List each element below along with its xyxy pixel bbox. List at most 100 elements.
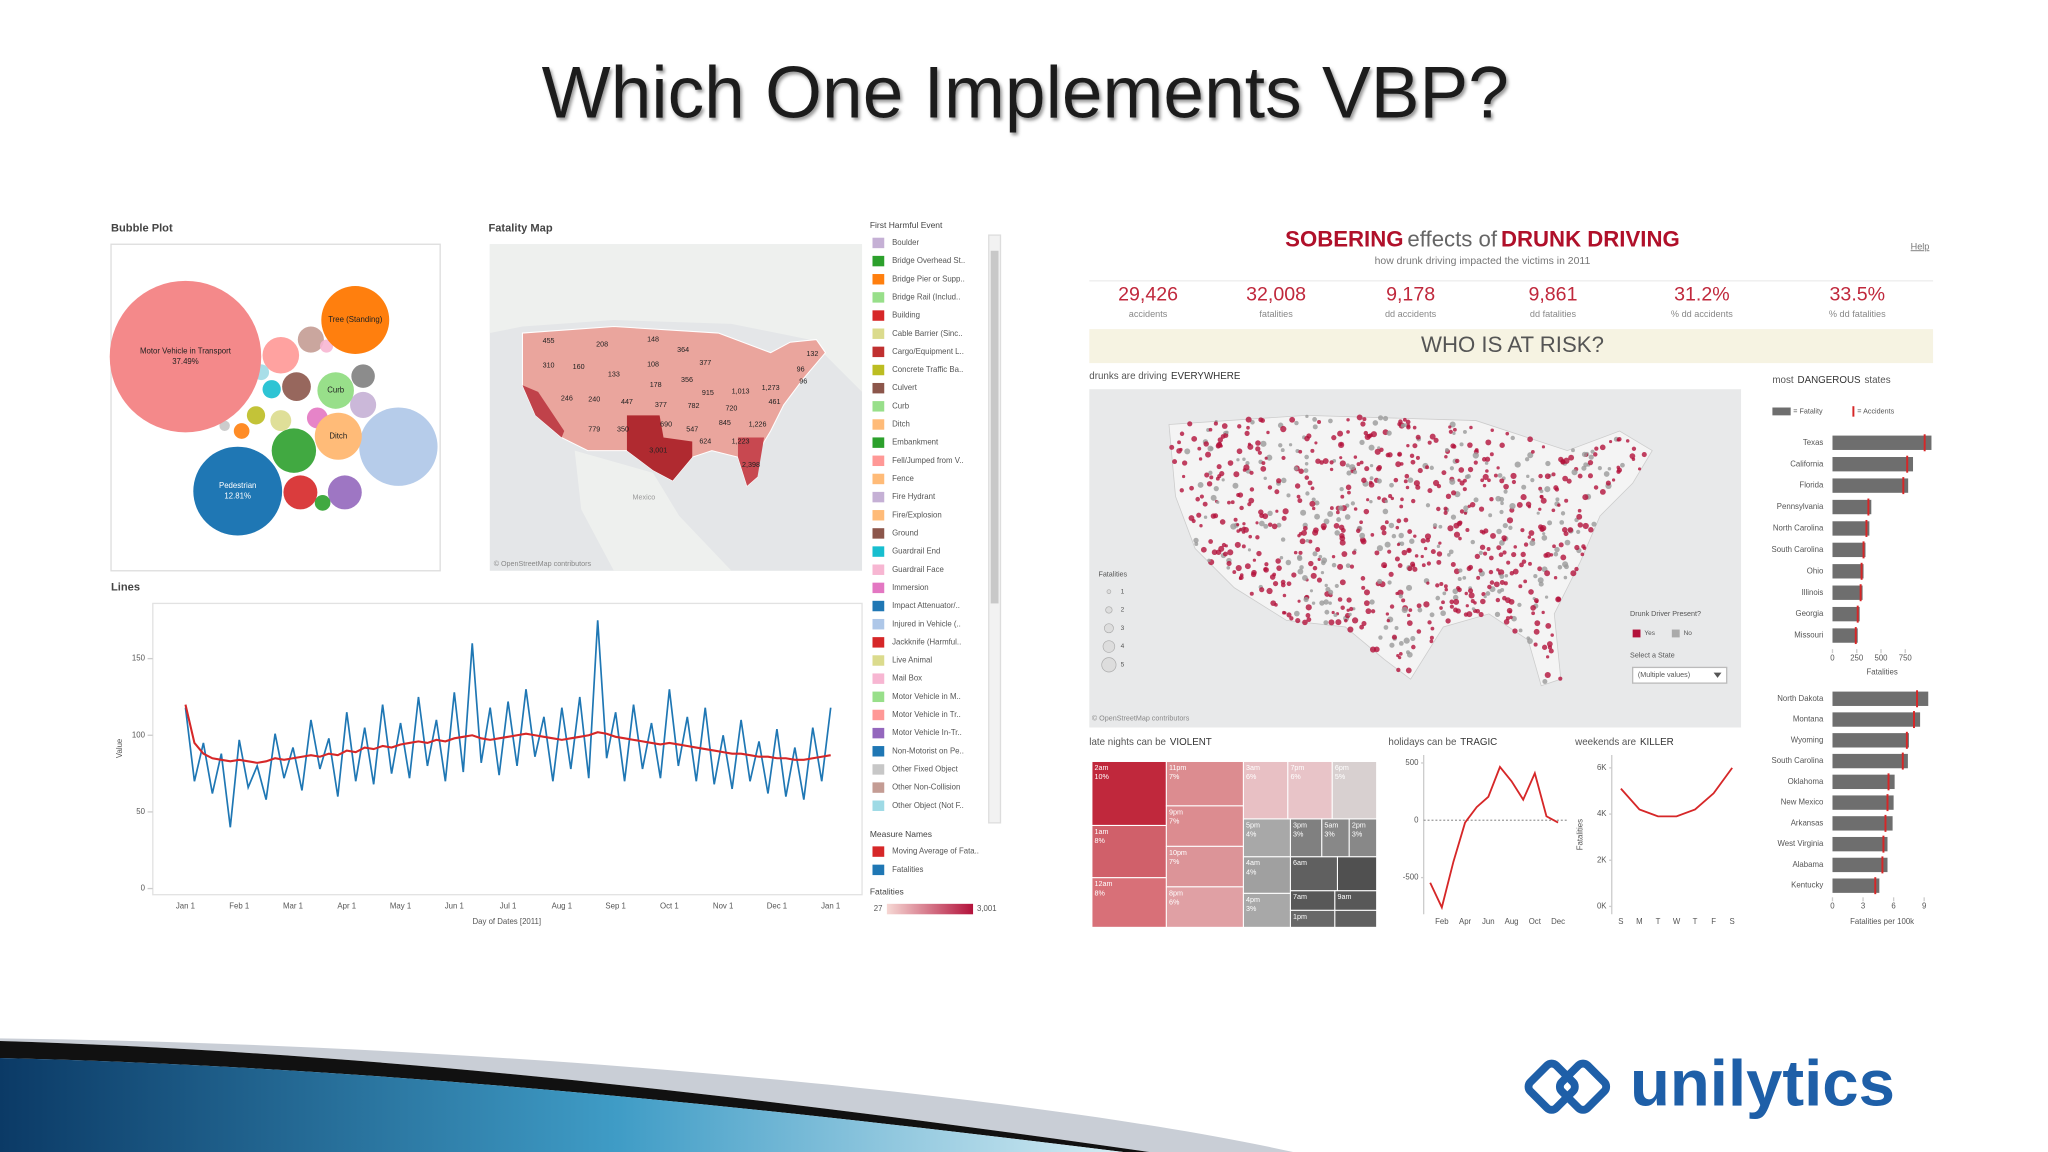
crash-dot xyxy=(1387,580,1392,585)
bar-label: West Virginia xyxy=(1778,839,1824,848)
crash-dot xyxy=(1597,466,1602,471)
crash-dot xyxy=(1378,635,1383,640)
filter-dropdown[interactable] xyxy=(1631,666,1728,684)
crash-dot xyxy=(1344,514,1351,520)
crash-dot xyxy=(1223,432,1229,438)
crash-dot xyxy=(1404,473,1410,479)
legend-label: 3 xyxy=(1121,625,1125,632)
panel-title: Bubble Plot xyxy=(111,223,173,235)
crash-dot xyxy=(1318,554,1323,559)
state-label: 3,001 xyxy=(649,447,667,455)
crash-dot xyxy=(1315,458,1321,464)
filter-value[interactable]: (Multiple values) xyxy=(1638,671,1690,679)
treemap-cell xyxy=(1165,760,1244,807)
crash-dot xyxy=(1230,523,1237,530)
treemap-label: 9pm xyxy=(1169,808,1183,816)
panel-title: Fatality Map xyxy=(488,223,552,235)
crash-dot xyxy=(1296,554,1302,560)
crash-dot xyxy=(1305,613,1311,618)
legend-label: Other Object (Not F.. xyxy=(892,801,964,810)
kpi-value: 31.2% xyxy=(1674,283,1730,305)
legend-label: = Fatality xyxy=(1793,407,1823,415)
crash-dot xyxy=(1233,517,1238,522)
crash-dot xyxy=(1544,570,1551,577)
crash-dot xyxy=(1246,425,1250,430)
state-label: 96 xyxy=(799,377,807,385)
crash-dot xyxy=(1347,626,1354,633)
bubble xyxy=(233,423,250,439)
color-ramp xyxy=(886,903,974,915)
legend-label: Building xyxy=(892,311,920,320)
crash-dot xyxy=(1429,639,1434,644)
crash-dot xyxy=(1524,457,1530,462)
crash-dot xyxy=(1250,419,1255,425)
crash-dot xyxy=(1348,612,1352,616)
crash-dot xyxy=(1459,442,1464,447)
crash-dot xyxy=(1453,531,1461,538)
crash-dot xyxy=(1304,475,1310,480)
crash-dot xyxy=(1514,461,1521,468)
crash-dot xyxy=(1489,452,1494,457)
crash-dot xyxy=(1547,520,1553,526)
crash-dot xyxy=(1384,520,1389,525)
crash-dot xyxy=(1423,601,1430,608)
crash-dot xyxy=(1429,612,1435,618)
crash-dot xyxy=(1375,466,1382,472)
legend-swatch xyxy=(872,637,885,648)
crash-dot xyxy=(1499,580,1505,586)
crash-dot xyxy=(1199,524,1203,528)
swoosh-light xyxy=(0,1038,1294,1152)
crash-dot xyxy=(1356,414,1363,421)
crash-dot xyxy=(1545,622,1552,629)
y-tick-label: 6K xyxy=(1597,763,1607,772)
crash-dot xyxy=(1576,513,1583,520)
crash-dot xyxy=(1502,550,1507,555)
crash-dot xyxy=(1213,513,1219,519)
help-link[interactable]: Help xyxy=(1911,241,1930,251)
crash-dot xyxy=(1217,437,1223,443)
crash-dot xyxy=(1345,463,1350,468)
crash-dot xyxy=(1381,562,1388,569)
dashboard-title-part: effects of xyxy=(1407,226,1497,251)
crash-dot xyxy=(1417,468,1423,474)
crash-dot xyxy=(1289,616,1294,621)
crash-dot xyxy=(1195,496,1200,502)
crash-dot xyxy=(1467,466,1474,473)
crash-dot xyxy=(1502,595,1507,601)
crash-dot xyxy=(1299,565,1304,570)
crash-dot xyxy=(1369,463,1374,468)
scrollbar-thumb[interactable] xyxy=(990,250,999,604)
legend-swatch xyxy=(872,727,885,739)
crash-dot xyxy=(1566,478,1572,484)
crash-dot xyxy=(1346,418,1350,422)
crash-dot xyxy=(1294,420,1299,426)
crash-dot xyxy=(1221,542,1227,548)
crash-dot xyxy=(1399,504,1404,509)
crash-dot xyxy=(1305,538,1310,543)
bubble xyxy=(350,391,377,418)
crash-dot xyxy=(1359,460,1364,465)
crash-dot xyxy=(1377,578,1383,585)
crash-dot xyxy=(1239,505,1244,511)
crash-dot xyxy=(1179,431,1185,436)
crash-dot xyxy=(1561,527,1568,533)
crash-dot xyxy=(1463,478,1467,483)
crash-dot xyxy=(1236,448,1243,455)
crash-dot xyxy=(1386,430,1392,436)
crash-dot xyxy=(1473,601,1477,605)
crash-dot xyxy=(1301,529,1307,536)
crash-dot xyxy=(1625,439,1630,443)
crash-dot xyxy=(1548,648,1554,654)
crash-dot xyxy=(1605,480,1611,486)
crash-dot xyxy=(1298,531,1303,536)
y-tick-label: 0K xyxy=(1597,901,1607,910)
y-tick-label: -500 xyxy=(1403,873,1419,882)
crash-dot xyxy=(1310,448,1315,453)
legend-swatch xyxy=(872,673,885,684)
crash-dot xyxy=(1545,460,1551,467)
crash-dot xyxy=(1529,540,1536,547)
legend-swatch xyxy=(872,709,885,721)
bar xyxy=(1832,606,1860,622)
crash-dot xyxy=(1453,427,1457,432)
